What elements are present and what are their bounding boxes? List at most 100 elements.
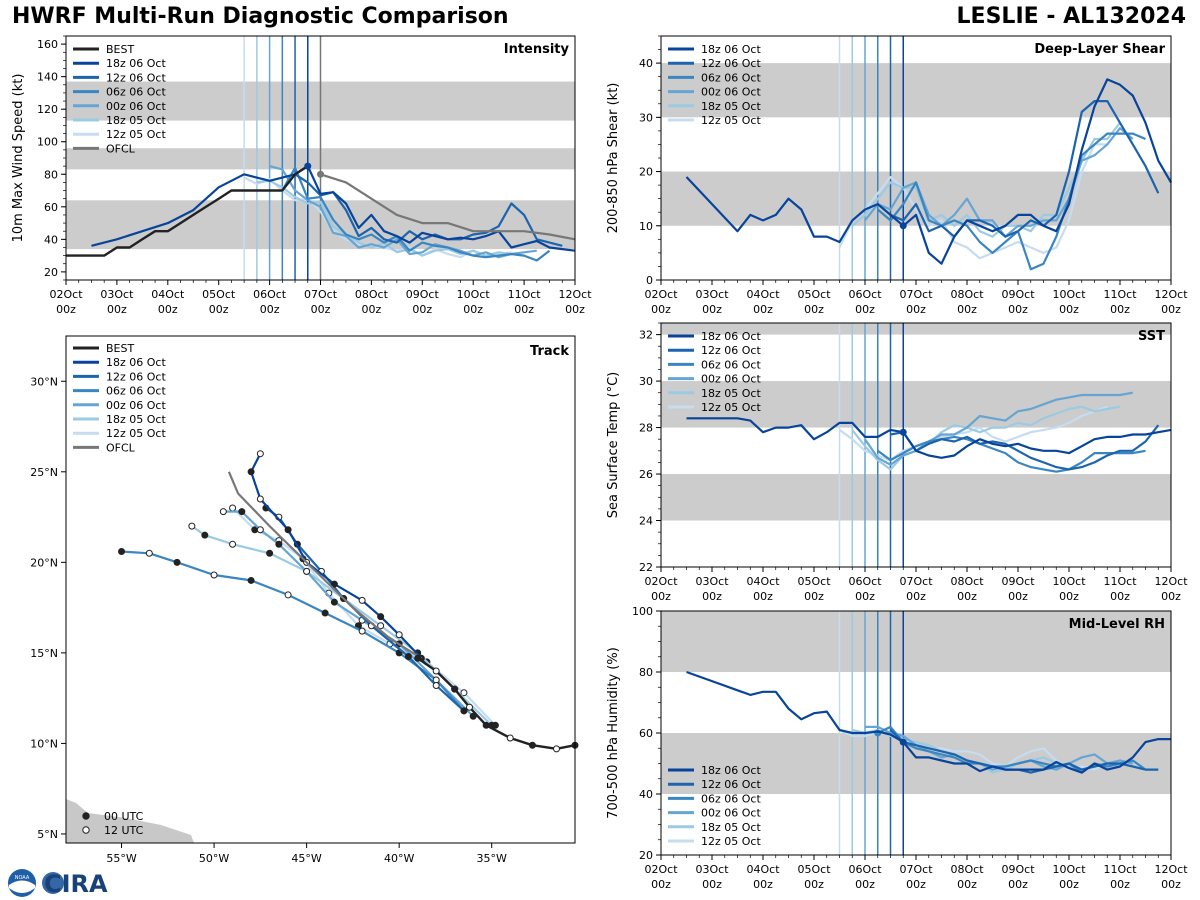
x-tick-label-hour: 00z bbox=[957, 878, 977, 891]
legend-label: 12z 05 Oct bbox=[701, 835, 761, 848]
rh-chart: 20 40 60 80 100 02Oct 00z 03Oct 00z 04Oct 00z 05Oct… bbox=[606, 605, 1188, 891]
legend-label: 18z 06 Oct bbox=[106, 57, 166, 70]
lat-tick-label: 15°N bbox=[30, 647, 58, 660]
track-marker-00utc bbox=[238, 508, 246, 516]
x-tick-label-hour: 00z bbox=[957, 303, 977, 316]
x-tick-label-hour: 00z bbox=[1059, 878, 1079, 891]
x-tick-label-day: 08Oct bbox=[950, 575, 984, 588]
x-tick-label-day: 09Oct bbox=[406, 288, 440, 301]
y-axis-label: Sea Surface Temp (°C) bbox=[606, 372, 621, 519]
series-line bbox=[890, 424, 1160, 471]
x-tick-label-hour: 00z bbox=[753, 590, 773, 603]
track-marker-00utc bbox=[469, 712, 477, 720]
track-marker-12utc bbox=[229, 504, 237, 512]
x-tick-label-hour: 00z bbox=[1110, 590, 1130, 603]
legend-label: OFCL bbox=[106, 142, 136, 155]
cira-logo: NOAA CIRA bbox=[8, 869, 108, 898]
track-marker-12utc bbox=[219, 508, 227, 516]
lat-tick-label: 20°N bbox=[30, 556, 58, 569]
legend-label: 06z 06 Oct bbox=[701, 358, 761, 371]
legend-label: 12z 05 Oct bbox=[701, 401, 761, 414]
x-tick-label-hour: 00z bbox=[753, 303, 773, 316]
legend-label: OFCL bbox=[106, 441, 136, 454]
track-marker-12utc bbox=[145, 549, 153, 557]
lat-tick-label: 25°N bbox=[30, 466, 58, 479]
lon-tick-label: 55°W bbox=[106, 852, 136, 865]
x-tick-label-hour: 00z bbox=[1008, 303, 1028, 316]
track-marker-00utc bbox=[377, 613, 385, 621]
y-tick-label: 24 bbox=[639, 515, 653, 528]
x-tick-label-day: 02Oct bbox=[644, 863, 678, 876]
init-marker bbox=[899, 428, 907, 436]
x-tick-label-hour: 00z bbox=[158, 303, 178, 316]
x-tick-label-day: 09Oct bbox=[1001, 863, 1035, 876]
x-tick-label-hour: 00z bbox=[1161, 878, 1181, 891]
legend-label: 18z 06 Oct bbox=[106, 356, 166, 369]
x-tick-label-day: 07Oct bbox=[899, 863, 933, 876]
series-line bbox=[91, 165, 576, 252]
y-tick-label: 40 bbox=[639, 788, 653, 801]
marker-legend-label: 12 UTC bbox=[104, 824, 144, 837]
track-marker-00utc bbox=[460, 707, 468, 715]
x-tick-label-hour: 00z bbox=[702, 303, 722, 316]
series-line bbox=[851, 405, 1121, 471]
x-tick-label-hour: 00z bbox=[906, 590, 926, 603]
series-line bbox=[686, 670, 1171, 774]
legend-label: 18z 06 Oct bbox=[701, 330, 761, 343]
series-line bbox=[877, 132, 1146, 271]
x-tick-label-hour: 00z bbox=[651, 590, 671, 603]
track-chart: 55°W 50°W 45°W 40°W 35°W 5°N 10°N 15°N 20°N 25°N 3… bbox=[30, 335, 579, 865]
best-track-marker bbox=[506, 734, 514, 742]
track-marker-12utc bbox=[188, 522, 196, 530]
y-axis-label: 700-500 hPa Humidity (%) bbox=[606, 647, 621, 819]
x-tick-label-day: 10Oct bbox=[1052, 288, 1086, 301]
series-line bbox=[889, 729, 1159, 774]
legend-label: 06z 06 Oct bbox=[701, 792, 761, 805]
x-tick-label-day: 09Oct bbox=[1001, 575, 1035, 588]
x-tick-label-hour: 00z bbox=[1059, 303, 1079, 316]
x-tick-label-day: 12Oct bbox=[1154, 288, 1188, 301]
legend-label: 06z 06 Oct bbox=[701, 71, 761, 84]
x-tick-label-day: 07Oct bbox=[899, 288, 933, 301]
legend-label: 12z 06 Oct bbox=[106, 370, 166, 383]
x-tick-label-day: 11Oct bbox=[1103, 863, 1137, 876]
x-tick-label-day: 06Oct bbox=[848, 575, 882, 588]
x-tick-label-hour: 00z bbox=[514, 303, 534, 316]
track-marker-00utc bbox=[330, 580, 338, 588]
track-marker-12utc bbox=[256, 450, 264, 458]
series-line bbox=[890, 99, 1160, 238]
y-tick-label: 40 bbox=[44, 233, 58, 246]
x-tick-label-day: 08Oct bbox=[950, 288, 984, 301]
track-marker-12utc bbox=[432, 681, 440, 689]
intensity-chart: 20 40 60 80 100 120 140 160 02Oct 00z 03Oct 00z 04Oc… bbox=[11, 35, 592, 316]
track-marker-12utc bbox=[358, 596, 366, 604]
track-marker-12utc bbox=[284, 591, 292, 599]
x-tick-label-day: 10Oct bbox=[1052, 863, 1086, 876]
y-tick-label: 60 bbox=[639, 727, 653, 740]
sst-chart: 22 24 26 28 30 32 02Oct 00z 03Oct 00z 04Oct 00z 05Oc… bbox=[606, 322, 1188, 603]
best-track-marker bbox=[465, 703, 473, 711]
x-tick-label-day: 04Oct bbox=[746, 863, 780, 876]
noaa-wave-icon bbox=[9, 880, 35, 893]
x-tick-label-hour: 00z bbox=[1008, 878, 1028, 891]
x-tick-label-hour: 00z bbox=[463, 303, 483, 316]
page-title: HWRF Multi-Run Diagnostic Comparison bbox=[12, 4, 509, 29]
y-axis-label: 200-850 hPa Shear (kt) bbox=[606, 83, 621, 234]
best-track-marker bbox=[528, 741, 536, 749]
init-marker bbox=[899, 222, 907, 230]
y-tick-label: 0 bbox=[646, 274, 653, 287]
legend-label: 18z 05 Oct bbox=[701, 100, 761, 113]
x-tick-label-hour: 00z bbox=[1059, 590, 1079, 603]
x-tick-label-day: 02Oct bbox=[644, 288, 678, 301]
legend-label: 18z 06 Oct bbox=[701, 764, 761, 777]
x-tick-label-hour: 00z bbox=[412, 303, 432, 316]
ofcl-line bbox=[320, 173, 576, 241]
x-tick-label-day: 11Oct bbox=[1103, 575, 1137, 588]
y-tick-label: 100 bbox=[632, 605, 653, 618]
ofcl-marker bbox=[317, 170, 324, 178]
best-track-marker bbox=[432, 667, 440, 675]
series-line bbox=[294, 173, 563, 247]
map-area bbox=[66, 336, 575, 843]
track-line bbox=[250, 453, 423, 660]
climatology-band bbox=[661, 611, 1171, 672]
